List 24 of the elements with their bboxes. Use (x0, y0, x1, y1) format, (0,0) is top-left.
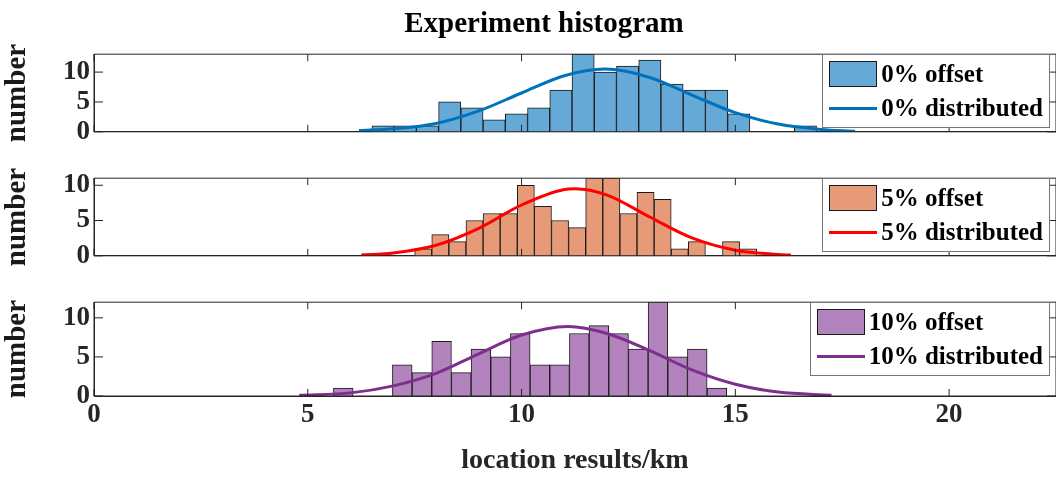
legend-label: 5% offset (881, 183, 984, 213)
legend-label: 0% distributed (881, 93, 1043, 123)
y-tick-label: 5 (76, 84, 90, 115)
chart-title: Experiment histogram (403, 6, 685, 39)
legend-label: 10% distributed (868, 341, 1043, 371)
x-tick-label: 15 (721, 398, 749, 429)
x-axis-title: location results/km (461, 443, 689, 475)
legend-label: 10% offset (868, 307, 984, 337)
y-axis-title: number (0, 43, 31, 143)
legend-label: 0% offset (881, 59, 984, 89)
y-tick-label: 0 (76, 238, 90, 269)
x-tick-label: 10 (508, 398, 536, 429)
x-tick-label: 20 (935, 398, 963, 429)
y-tick-label: 0 (76, 378, 90, 409)
y-tick-label: 5 (76, 339, 90, 370)
y-axis-title: number (0, 299, 31, 399)
y-tick-label: 10 (63, 168, 90, 199)
y-tick-label: 10 (63, 300, 90, 331)
y-tick-label: 10 (63, 55, 90, 86)
legend-label: 5% distributed (881, 217, 1043, 247)
y-tick-label: 0 (76, 114, 90, 145)
x-tick-label: 5 (301, 398, 315, 429)
y-tick-label: 5 (76, 203, 90, 234)
y-axis-title: number (0, 167, 31, 267)
